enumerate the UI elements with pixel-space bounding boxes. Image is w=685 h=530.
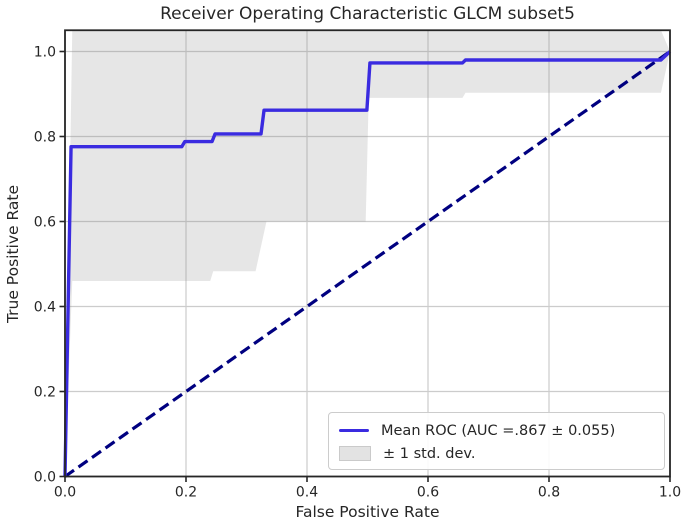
legend-mean-roc-label: Mean ROC (AUC =.867 ± 0.055) — [381, 422, 616, 439]
axes-spines — [64, 29, 671, 478]
x-axis-label: False Positive Rate — [295, 503, 440, 521]
y-tick-label: 0.0 — [34, 470, 56, 486]
legend-std-dev-label: ± 1 std. dev. — [383, 445, 476, 462]
mean-roc-line — [63, 50, 672, 477]
y-tick-label: 1.0 — [34, 45, 56, 61]
chance-line — [64, 50, 671, 478]
std-dev-patch-swatch-icon — [339, 446, 371, 461]
x-tick-label: 0.8 — [538, 485, 560, 501]
y-tick-label: 0.2 — [34, 385, 56, 401]
std-dev-band — [65, 30, 670, 477]
y-axis-label: True Positive Rate — [4, 184, 22, 324]
y-tick-label: 0.6 — [34, 215, 56, 231]
x-tick-label: 0.6 — [417, 485, 439, 501]
x-tick-label: 1.0 — [659, 485, 681, 501]
y-tick-label: 0.8 — [34, 130, 56, 146]
x-tick-label: 0.0 — [54, 485, 76, 501]
legend-row-mean-roc: Mean ROC (AUC =.867 ± 0.055) — [339, 419, 654, 442]
legend: Mean ROC (AUC =.867 ± 0.055) ± 1 std. de… — [328, 412, 665, 470]
x-tick-label: 0.4 — [296, 485, 318, 501]
mean-roc-line-swatch-icon — [339, 429, 369, 432]
legend-row-std-dev: ± 1 std. dev. — [339, 442, 654, 465]
chart-title: Receiver Operating Characteristic GLCM s… — [160, 4, 575, 24]
x-tick-label: 0.2 — [175, 485, 197, 501]
y-tick-label: 0.4 — [34, 300, 56, 316]
